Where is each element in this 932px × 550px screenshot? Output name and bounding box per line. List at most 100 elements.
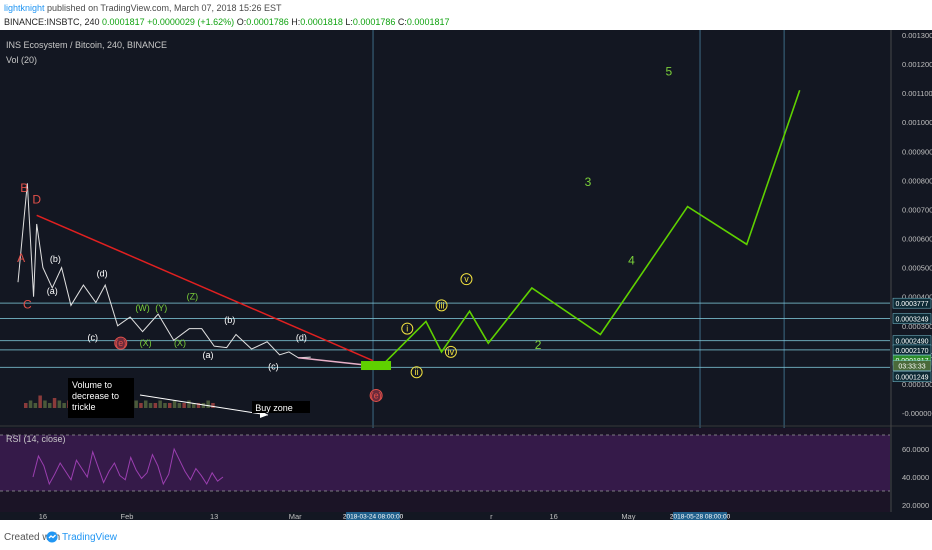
volume-note-line: Volume to (72, 380, 112, 390)
tradingview-brand[interactable]: TradingView (62, 532, 118, 543)
price-label-box (892, 371, 932, 382)
price-label-box (892, 297, 932, 309)
wave-label: (Z) (187, 292, 199, 302)
x-tick-label: r (490, 512, 493, 520)
wave-label: v (464, 274, 469, 284)
volume-bar (163, 403, 167, 408)
volume-bar (134, 400, 138, 408)
high-label: H: (291, 17, 301, 27)
wave-label: (b) (224, 315, 235, 325)
high-value: 0.0001818 (300, 17, 343, 27)
wave-label: 5 (666, 65, 673, 79)
wave-label: A (17, 251, 25, 265)
volume-bar (211, 403, 215, 408)
x-tick-label: Mar (289, 512, 302, 520)
wave-label: 3 (585, 175, 592, 189)
wave-label: ii (415, 367, 419, 377)
price-change: +0.0000029 (+1.62%) (147, 17, 235, 27)
volume-bar (168, 403, 172, 408)
x-tick-label: Feb (121, 512, 134, 520)
volume-bar (172, 400, 177, 408)
wave-label: B (20, 181, 28, 195)
buy-zone-box (361, 361, 392, 371)
wave-label-circle (401, 322, 414, 335)
wave-label: (X) (140, 338, 152, 348)
wave-label: (a) (202, 350, 213, 360)
low-label: L: (345, 17, 353, 27)
volume-bar (148, 403, 153, 408)
wave-label: C (23, 297, 32, 311)
rsi-line (32, 447, 224, 486)
wave-label: (e) (371, 390, 382, 400)
volume-legend: Vol (20) (6, 55, 38, 65)
price-label: 0.0002170 (895, 348, 928, 355)
wave-label-circle (114, 336, 128, 350)
symbol-label: BINANCE:INSBTC, 240 (4, 17, 100, 27)
volume-bar (38, 395, 42, 408)
wave-label-circle (369, 388, 383, 402)
x-tick-label: May (621, 512, 635, 520)
date-highlight-label: 2018-05-28 08:00:00 (670, 514, 731, 521)
volume-bar (187, 400, 191, 408)
volume-bar (177, 403, 182, 408)
volume-bar (206, 400, 210, 408)
volume-bar (57, 400, 62, 408)
author-link[interactable]: lightknight (4, 3, 45, 13)
wave-label: (e) (115, 338, 126, 348)
date-highlight-label: 2018-03-24 08:00:00 (343, 514, 404, 521)
volume-bar (28, 400, 33, 408)
volume-bar (196, 403, 201, 408)
wave-label-circle (460, 273, 473, 286)
y-tick-label: 0.0001000 (902, 380, 932, 389)
wave-label: D (32, 193, 41, 207)
volume-bar (33, 403, 38, 408)
chart-legend-title: INS Ecosystem / Bitcoin, 240, BINANCE (6, 40, 168, 50)
volume-bar (153, 403, 158, 408)
chart-header: lightknight published on TradingView.com… (0, 0, 932, 30)
wave-label-circle (444, 345, 457, 358)
volume-note-box (68, 378, 134, 418)
volume-bar (24, 403, 28, 408)
footer: Created with TradingView (0, 524, 932, 550)
wave-label: i (406, 324, 408, 334)
volume-bar (52, 398, 57, 408)
rsi-legend: RSI (14, close) (6, 434, 66, 444)
wave-label: (c) (268, 361, 279, 371)
buy-zone-label: Buy zone (255, 403, 293, 413)
wave-label: (X) (174, 338, 186, 348)
wave-label: 4 (628, 254, 635, 268)
price-label: 0.0002490 (895, 339, 928, 346)
wave-label-circle (410, 366, 423, 379)
low-value: 0.0001786 (352, 17, 396, 27)
volume-note-arrow (139, 394, 269, 416)
rsi-tick-label: 20.0000 (902, 501, 929, 510)
price-label: 0.0003249 (895, 317, 928, 324)
wave-label-circle (435, 299, 448, 312)
buy-zone-label-box (252, 401, 310, 413)
x-tick-label: 16 (39, 512, 47, 520)
rsi-tick-label: 40.0000 (902, 473, 929, 482)
trendline (36, 214, 374, 362)
wave-label: (c) (87, 332, 98, 342)
volume-bar (139, 403, 143, 408)
wave-label: (a) (47, 286, 58, 296)
open-value: 0.0001786 (246, 17, 289, 27)
last-price: 0.0001817 (102, 17, 145, 27)
wave-label: (Y) (155, 303, 167, 313)
x-tick-label: 16 (549, 512, 557, 520)
volume-note-line: decrease to (72, 391, 119, 401)
volume-bar (48, 403, 52, 408)
rsi-tick-label: 60.0000 (902, 445, 929, 454)
tradingview-logo-icon (46, 531, 58, 543)
